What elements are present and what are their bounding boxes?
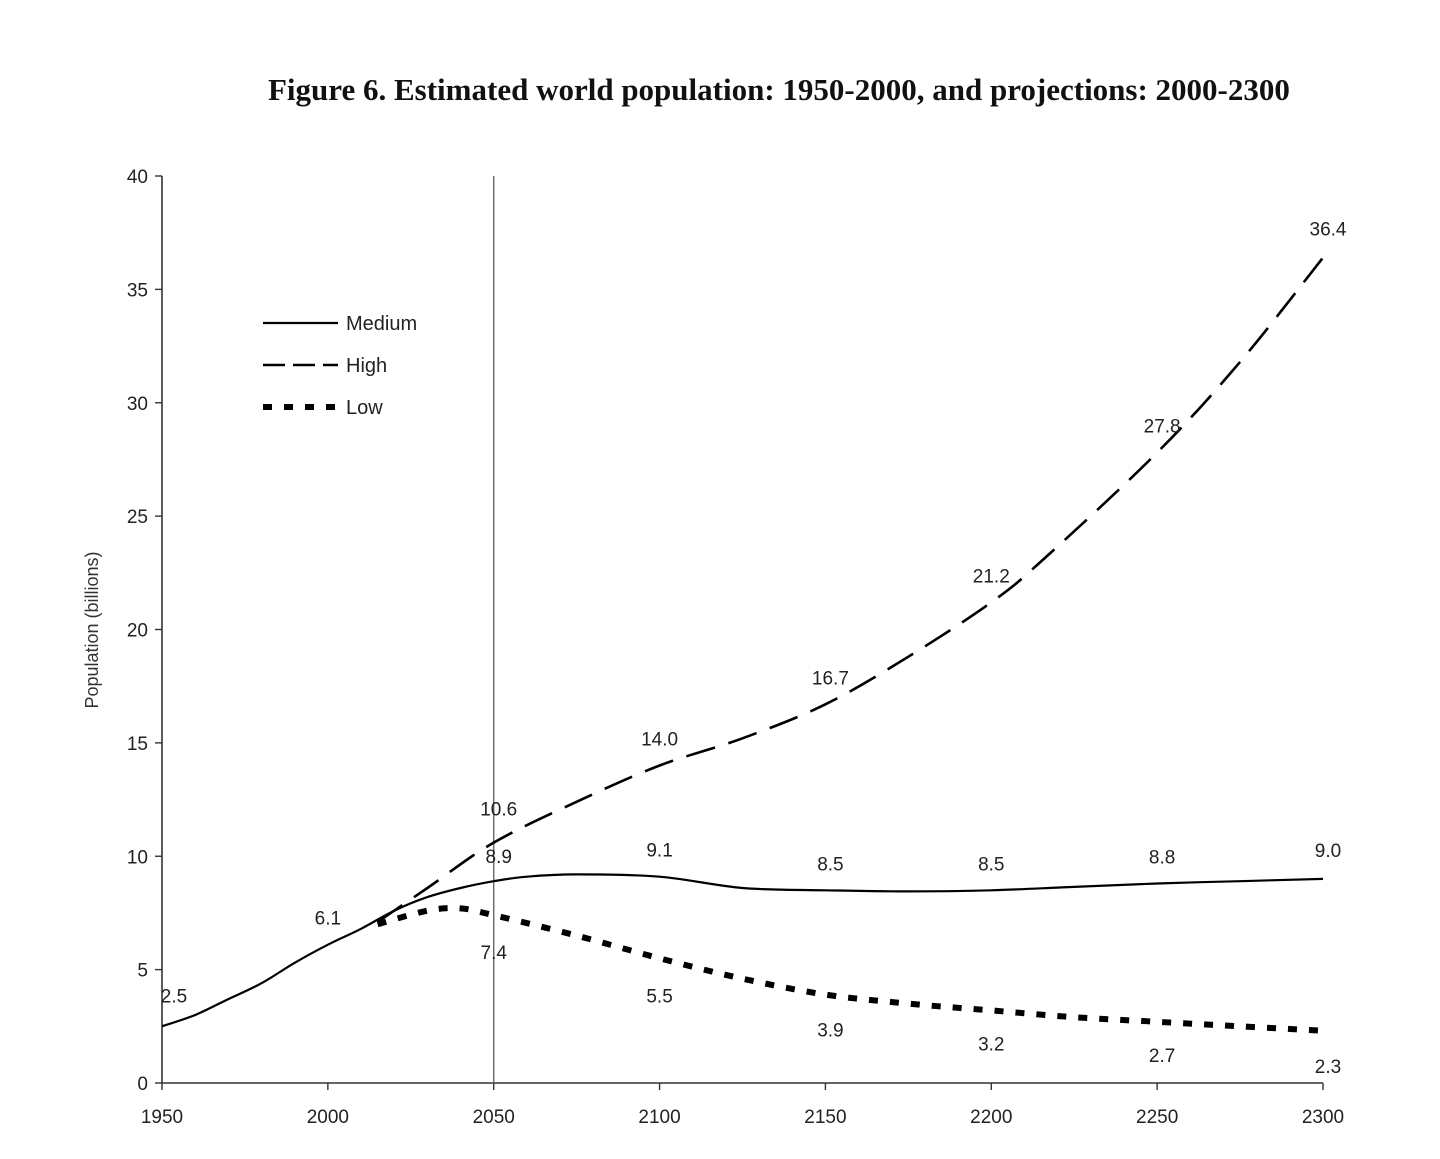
legend-label-high: High bbox=[346, 355, 387, 377]
x-tick-label: 1950 bbox=[141, 1107, 183, 1128]
data-label: 3.9 bbox=[817, 1021, 843, 1042]
x-tick-label: 2100 bbox=[638, 1107, 680, 1128]
series-line-medium bbox=[161, 873, 1324, 1028]
legend: Medium High Low bbox=[263, 313, 417, 419]
data-label: 16.7 bbox=[812, 668, 849, 689]
chart-title: Figure 6. Estimated world population: 19… bbox=[268, 72, 1290, 107]
data-label: 36.4 bbox=[1310, 220, 1347, 241]
data-label: 5.5 bbox=[646, 986, 672, 1007]
data-label: 8.9 bbox=[486, 847, 512, 868]
y-tick-label: 15 bbox=[127, 734, 148, 755]
x-tick-label: 2050 bbox=[473, 1107, 515, 1128]
axes: 0 5 10 15 20 25 30 35 40 1950 2000 2050 2100 2150 2200… bbox=[127, 167, 1344, 1128]
data-label: 8.5 bbox=[978, 854, 1004, 875]
x-tick-label: 2200 bbox=[970, 1107, 1012, 1128]
data-label: 21.2 bbox=[973, 566, 1010, 587]
data-label: 7.4 bbox=[481, 943, 508, 964]
y-tick-label: 0 bbox=[137, 1074, 148, 1095]
y-tick-label: 25 bbox=[127, 507, 148, 528]
data-label: 8.5 bbox=[817, 854, 843, 875]
y-tick-label: 5 bbox=[137, 961, 148, 982]
legend-label-low: Low bbox=[346, 397, 383, 419]
data-label: 14.0 bbox=[641, 730, 678, 751]
y-axis-label-group: Population (billions) bbox=[82, 551, 102, 708]
y-tick-label: 10 bbox=[127, 847, 148, 868]
data-label: 6.1 bbox=[315, 909, 341, 930]
y-tick-label: 40 bbox=[127, 167, 148, 188]
data-label: 2.7 bbox=[1149, 1046, 1175, 1067]
series-line-high bbox=[376, 256, 1325, 924]
data-label: 9.1 bbox=[646, 841, 672, 862]
data-label: 9.0 bbox=[1315, 841, 1341, 862]
y-axis-label: Population (billions) bbox=[82, 551, 102, 708]
data-label: 3.2 bbox=[978, 1034, 1004, 1055]
y-tick-label: 30 bbox=[127, 394, 148, 415]
x-tick-label: 2300 bbox=[1302, 1107, 1344, 1128]
series-line-low bbox=[376, 905, 1324, 1034]
x-tick-label: 2150 bbox=[804, 1107, 846, 1128]
data-labels-layer: 2.5 6.1 10.6 8.9 7.4 14.0 9.1 5.5 16.7 8.5 3.9 21.2… bbox=[161, 220, 1347, 1078]
series-layer bbox=[161, 256, 1325, 1034]
data-label: 2.5 bbox=[161, 986, 187, 1007]
legend-label-medium: Medium bbox=[346, 313, 417, 335]
y-tick-label: 35 bbox=[127, 280, 148, 301]
y-tick-label: 20 bbox=[127, 621, 148, 642]
data-label: 2.3 bbox=[1315, 1057, 1341, 1078]
data-label: 8.8 bbox=[1149, 847, 1175, 868]
x-tick-label: 2000 bbox=[307, 1107, 349, 1128]
data-label: 10.6 bbox=[480, 800, 517, 821]
x-tick-label: 2250 bbox=[1136, 1107, 1178, 1128]
data-label: 27.8 bbox=[1144, 417, 1181, 438]
